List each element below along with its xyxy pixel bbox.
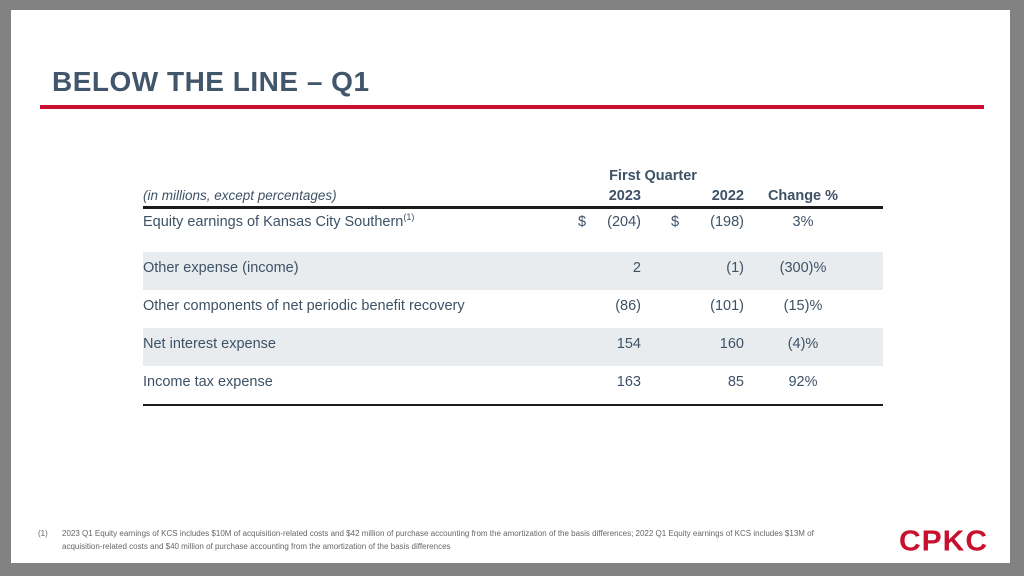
row-label: Other components of net periodic benefit… xyxy=(143,298,465,314)
footnote-text: 2023 Q1 Equity earnings of KCS includes … xyxy=(62,529,814,551)
row-label: Income tax expense xyxy=(143,374,273,390)
footnote-reference: (1) xyxy=(403,212,415,223)
value-change: 92% xyxy=(788,374,818,390)
financial-table: First Quarter (in millions, except perce… xyxy=(143,168,883,406)
row-label: Equity earnings of Kansas City Southern xyxy=(143,214,404,230)
table-row: Equity earnings of Kansas City Southern(… xyxy=(143,209,883,252)
value-2023: (86) xyxy=(615,298,641,314)
value-change: (15)% xyxy=(783,298,823,314)
currency-symbol: $ xyxy=(671,214,680,230)
table-row: Other expense (income) 2 (1) (300)% xyxy=(143,252,883,290)
table-column-header-row: (in millions, except percentages) 2023 2… xyxy=(143,188,883,209)
table-row: Income tax expense 163 85 92% xyxy=(143,366,883,404)
value-2022: (101) xyxy=(710,298,744,314)
value-2022: (198) xyxy=(710,214,744,230)
column-header-2022: 2022 xyxy=(711,188,744,204)
currency-symbol: $ xyxy=(578,214,587,230)
value-change: (300)% xyxy=(779,260,827,276)
group-header-first-quarter: First Quarter xyxy=(609,168,697,184)
value-2023: 163 xyxy=(616,374,641,390)
value-2022: 85 xyxy=(727,374,744,390)
value-2023: (204) xyxy=(607,214,641,230)
row-label: Other expense (income) xyxy=(143,260,299,276)
value-change: 3% xyxy=(792,214,814,230)
table-row: Other components of net periodic benefit… xyxy=(143,290,883,328)
value-change: (4)% xyxy=(787,336,819,352)
table-group-header-row: First Quarter xyxy=(143,168,883,188)
column-header-2023: 2023 xyxy=(608,188,641,204)
row-label: Net interest expense xyxy=(143,336,276,352)
value-2023: 154 xyxy=(616,336,641,352)
footnote-marker: (1) xyxy=(38,529,48,538)
footnote: (1) 2023 Q1 Equity earnings of KCS inclu… xyxy=(38,528,853,554)
table-row: Net interest expense 154 160 (4)% xyxy=(143,328,883,366)
title-underline-rule xyxy=(40,105,984,109)
cpkc-logo: CPKC xyxy=(898,525,988,558)
slide: BELOW THE LINE – Q1 First Quarter (in mi… xyxy=(11,10,1010,563)
table-bottom-rule xyxy=(143,404,883,406)
table-caption: (in millions, except percentages) xyxy=(143,188,337,203)
value-2023: 2 xyxy=(632,260,641,276)
value-2022: (1) xyxy=(726,260,744,276)
slide-title: BELOW THE LINE – Q1 xyxy=(52,66,370,97)
value-2022: 160 xyxy=(719,336,744,352)
column-header-change: Change % xyxy=(767,188,839,204)
